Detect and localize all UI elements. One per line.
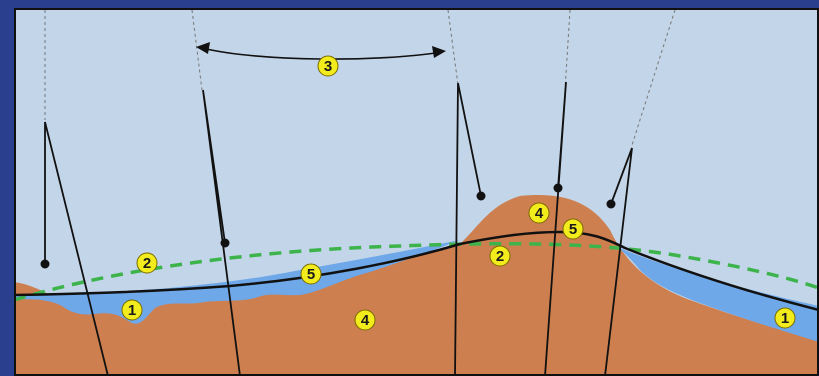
marker-1-left-label: 1 [128, 302, 136, 319]
point-dot-5 [606, 199, 616, 209]
marker-5-left-label: 5 [307, 266, 315, 283]
marker-5-right-label: 5 [569, 221, 577, 238]
plumb-line-3 [454, 82, 482, 376]
arrow-head-right [432, 46, 446, 58]
marker-3-label: 3 [324, 58, 332, 75]
marker-2-right: 2 [489, 245, 511, 267]
marker-1-right-label: 1 [781, 310, 789, 327]
terrain-body [14, 195, 819, 376]
marker-5-left: 5 [300, 263, 322, 285]
point-dot-4 [553, 183, 563, 193]
marker-1-left: 1 [121, 299, 143, 321]
plumb-lines [44, 81, 633, 376]
panel-border [14, 8, 819, 376]
plumb-line-5 [604, 147, 633, 376]
marker-4-top: 4 [528, 202, 550, 224]
marker-2-right-label: 2 [496, 248, 504, 265]
geoid-line [13, 241, 819, 302]
arrow-head-left [196, 42, 210, 54]
point-dots [40, 183, 616, 269]
guide-lines [44, 9, 676, 146]
marker-2-left-label: 2 [143, 255, 151, 272]
marker-4-bottom: 4 [354, 309, 376, 331]
marker-5-right: 5 [562, 218, 584, 240]
point-dot-2 [220, 238, 230, 248]
ocean-right [615, 246, 819, 342]
point-dot-1 [40, 259, 50, 269]
marker-4-bottom-label: 4 [361, 312, 370, 329]
plumb-line-2 [202, 89, 241, 376]
guide-line-4 [564, 9, 571, 91]
marker-2-left: 2 [136, 252, 158, 274]
guide-line-3 [447, 9, 459, 86]
plumb-line-4 [544, 81, 567, 376]
guide-line-2 [191, 9, 203, 91]
marker-1-right: 1 [774, 307, 796, 329]
surface-line [13, 230, 819, 312]
marker-4-top-label: 4 [535, 205, 544, 222]
marker-3: 3 [317, 55, 339, 77]
plumb-line-1 [44, 121, 109, 376]
point-dot-3 [476, 191, 486, 201]
